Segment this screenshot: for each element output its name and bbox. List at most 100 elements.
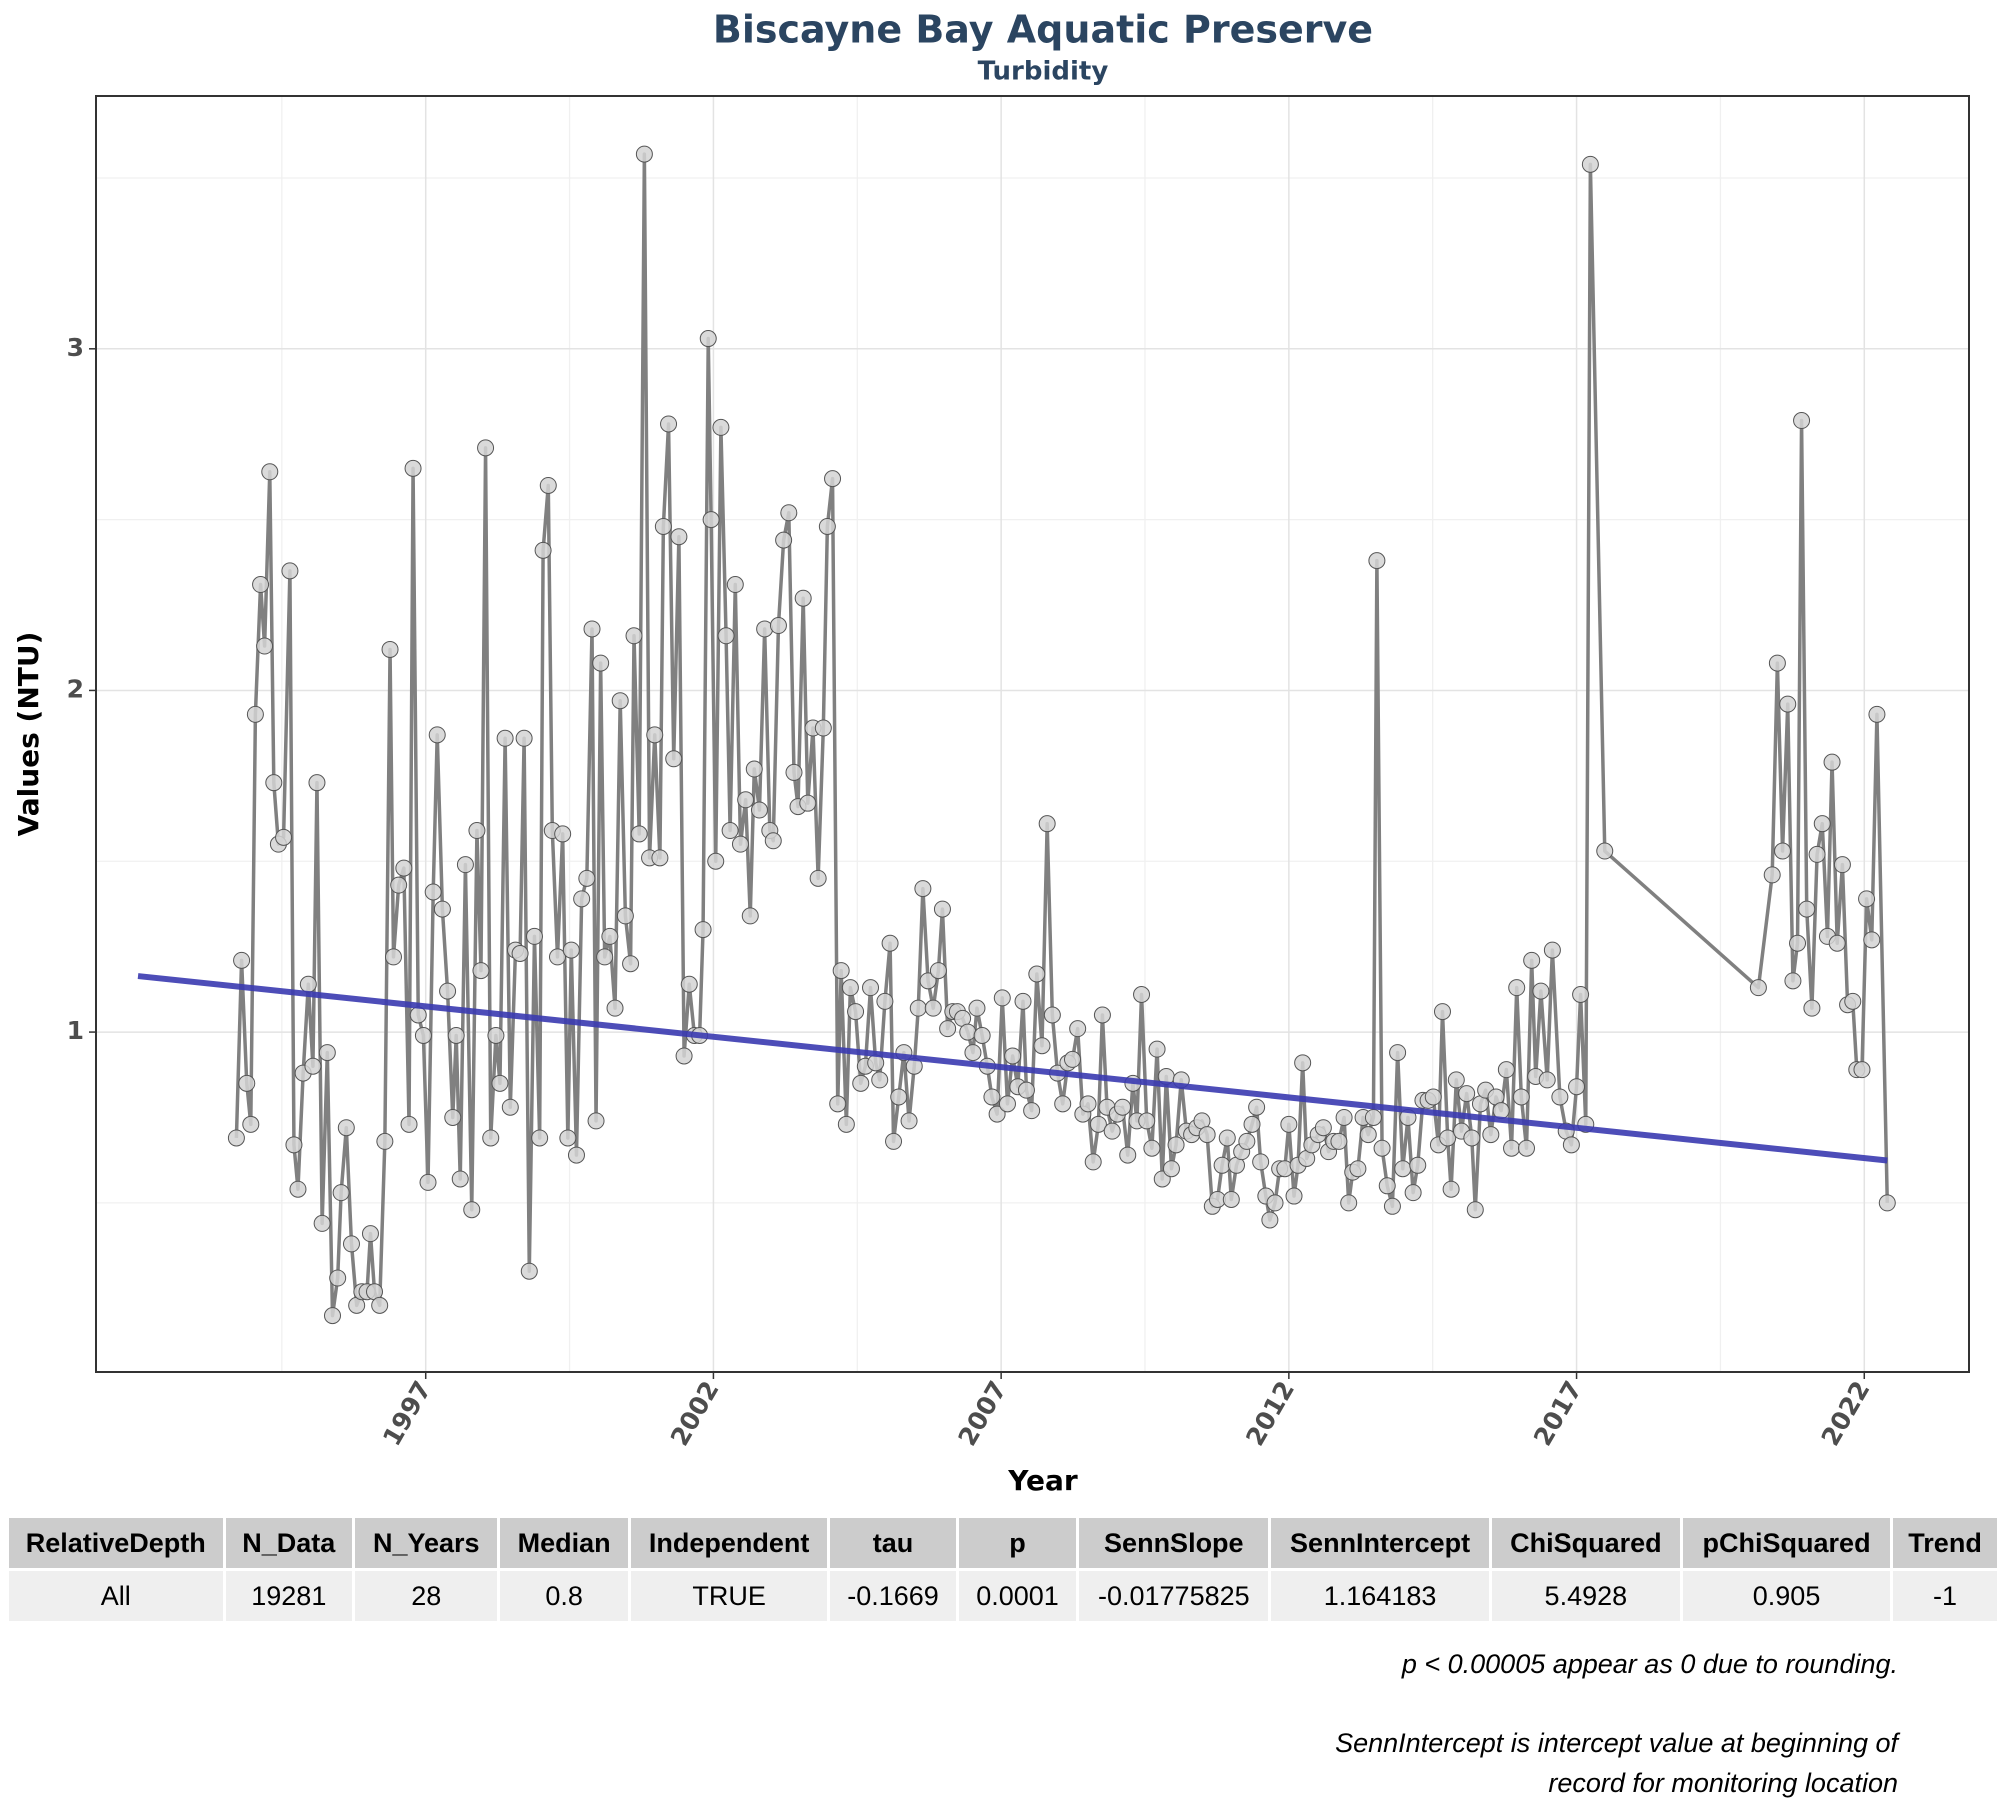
data-point	[737, 791, 755, 809]
data-point	[862, 979, 880, 997]
data-point	[775, 531, 793, 549]
table-cell: 28	[353, 1569, 501, 1621]
data-point	[1538, 1071, 1556, 1089]
data-point	[1532, 982, 1550, 1000]
data-point	[1248, 1098, 1266, 1116]
data-point	[1084, 1153, 1102, 1171]
data-point	[876, 992, 894, 1010]
data-point	[482, 1129, 500, 1147]
data-point	[1138, 1112, 1156, 1130]
data-point	[988, 1105, 1006, 1123]
data-point	[959, 1023, 977, 1041]
data-point	[622, 955, 640, 973]
data-point	[741, 907, 759, 925]
data-point	[881, 934, 899, 952]
column-header: SennSlope	[1077, 1518, 1272, 1571]
data-point	[794, 589, 812, 607]
data-point	[924, 999, 942, 1017]
table-cell: 19281	[224, 1569, 356, 1621]
data-point	[583, 620, 601, 638]
data-point	[332, 1184, 350, 1202]
data-point	[665, 750, 683, 768]
data-point	[660, 415, 678, 433]
data-point	[371, 1296, 389, 1314]
data-point	[261, 463, 279, 481]
data-point	[919, 972, 937, 990]
data-point	[1784, 972, 1802, 990]
data-point	[578, 869, 596, 887]
data-point	[606, 999, 624, 1017]
column-header: p	[957, 1518, 1080, 1571]
data-point	[256, 637, 274, 655]
data-point	[1497, 1061, 1515, 1079]
data-point	[308, 774, 326, 792]
data-point	[1004, 1047, 1022, 1065]
table-cell: 0.905	[1681, 1569, 1894, 1621]
data-point	[750, 801, 768, 819]
data-point	[238, 1074, 256, 1092]
data-point	[313, 1214, 331, 1232]
data-point	[1823, 753, 1841, 771]
data-point	[1023, 1102, 1041, 1120]
data-point	[404, 459, 422, 477]
data-point	[1198, 1126, 1216, 1144]
data-point	[885, 1132, 903, 1150]
data-point	[384, 948, 402, 966]
note: p < 0.00005 appear as 0 due to rounding.	[1401, 1649, 1898, 1679]
table-cell: 0.8	[498, 1569, 631, 1621]
data-point	[1833, 856, 1851, 874]
table-cell: All	[9, 1569, 226, 1621]
data-point	[1162, 1160, 1180, 1178]
data-point	[390, 876, 408, 894]
data-point	[1089, 1115, 1107, 1133]
data-point	[289, 1180, 307, 1198]
data-point	[1213, 1156, 1231, 1174]
data-point	[1218, 1129, 1236, 1147]
data-point	[381, 640, 399, 658]
data-point	[1033, 1037, 1051, 1055]
data-point	[511, 944, 529, 962]
data-point	[1394, 1160, 1412, 1178]
data-point	[1148, 1040, 1166, 1058]
data-point	[548, 948, 566, 966]
y-axis-title: Values (NTU)	[12, 632, 45, 837]
data-point	[444, 1108, 462, 1126]
y-tick-label: 2	[67, 674, 84, 703]
data-point	[1261, 1211, 1279, 1229]
data-point	[1798, 900, 1816, 918]
data-point	[515, 729, 533, 747]
data-point	[587, 1112, 605, 1130]
data-point	[983, 1088, 1001, 1106]
data-point	[1813, 815, 1831, 833]
data-point	[361, 1225, 379, 1243]
column-header: RelativeDepth	[9, 1518, 226, 1571]
data-point	[1433, 1003, 1451, 1021]
data-point	[939, 1020, 957, 1038]
data-point	[376, 1132, 394, 1150]
data-point	[477, 439, 495, 457]
data-point	[785, 763, 803, 781]
data-point	[318, 1044, 336, 1062]
data-point	[1038, 815, 1056, 833]
table-cell: 5.4928	[1490, 1569, 1684, 1621]
data-point	[1568, 1078, 1586, 1096]
data-point	[299, 975, 317, 993]
data-point	[233, 951, 251, 969]
data-point	[1858, 890, 1876, 908]
data-point	[456, 856, 474, 874]
table-cell: 1.164183	[1269, 1569, 1492, 1621]
data-point	[1562, 1136, 1580, 1154]
data-point	[799, 794, 817, 812]
data-point	[1789, 934, 1807, 952]
data-point	[1373, 1139, 1391, 1157]
data-point	[1266, 1194, 1284, 1212]
data-point	[1439, 1129, 1457, 1147]
data-point	[1404, 1184, 1422, 1202]
data-point	[1447, 1071, 1465, 1089]
data-point	[1844, 992, 1862, 1010]
table-cell: -1	[1891, 1569, 2000, 1621]
data-point	[1368, 552, 1386, 570]
x-axis-title: Year	[1007, 1464, 1078, 1497]
data-point	[491, 1074, 509, 1092]
